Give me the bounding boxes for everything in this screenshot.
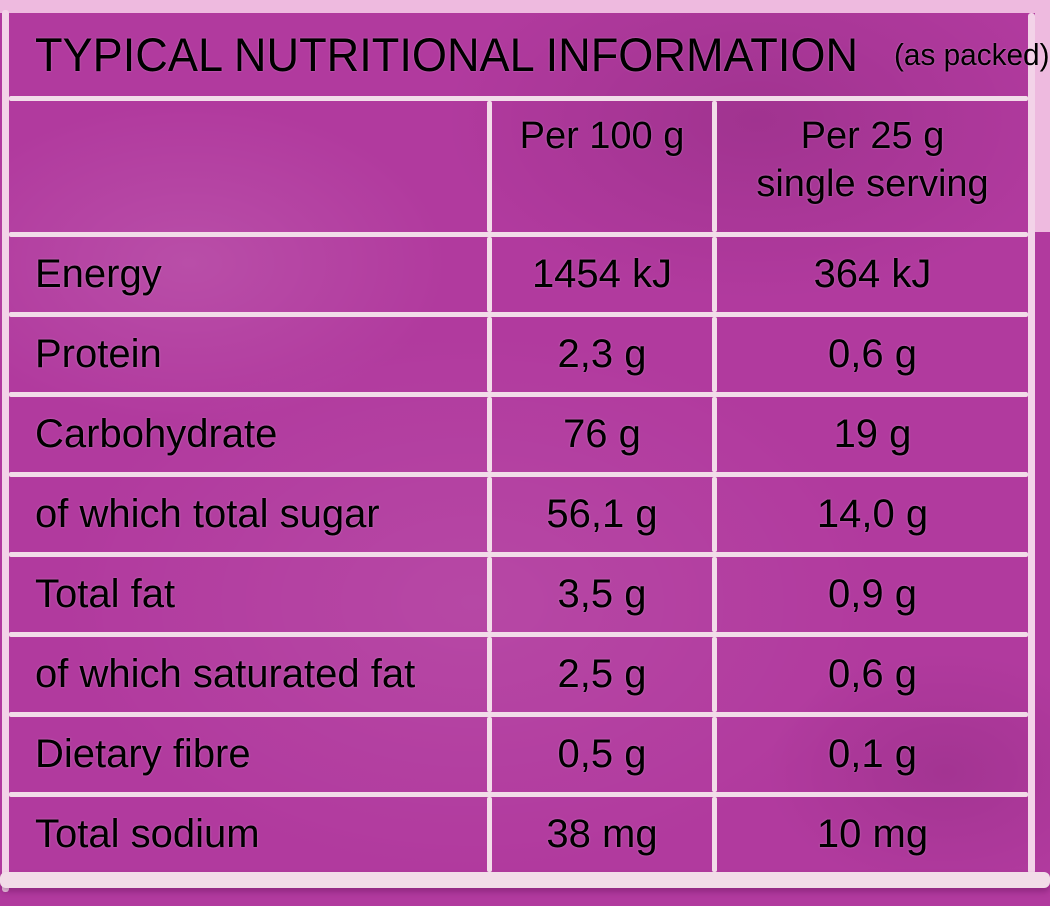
row-value-per100: 3,5 g	[557, 572, 647, 616]
grid-line-vertical	[712, 237, 717, 312]
package-top-edge	[0, 0, 1050, 13]
header-per-25g-line2: single serving	[756, 162, 989, 205]
table-row-total-sodium: Total sodium 38 mg 10 mg	[9, 797, 1028, 872]
table-row-protein: Protein 2,3 g 0,6 g	[9, 317, 1028, 392]
grid-line-horizontal	[9, 392, 1028, 397]
header-per-100g: Per 100 g	[492, 101, 712, 232]
grid-line-vertical	[712, 317, 717, 392]
row-label: Total fat	[35, 572, 176, 616]
grid-line-vertical	[712, 477, 717, 552]
row-label: Carbohydrate	[35, 412, 278, 456]
row-value-per100: 0,5 g	[557, 732, 647, 776]
header-per-100g-text: Per 100 g	[519, 115, 685, 157]
grid-line-horizontal	[9, 792, 1028, 797]
grid-line-vertical	[712, 397, 717, 472]
grid-line-vertical	[487, 717, 492, 792]
nutrition-table: TYPICAL NUTRITIONAL INFORMATION (as pack…	[9, 13, 1050, 872]
row-value-per100: 2,3 g	[557, 332, 647, 376]
grid-line-vertical	[712, 717, 717, 792]
table-row-dietary-fibre: Dietary fibre 0,5 g 0,1 g	[9, 717, 1028, 792]
row-label: Energy	[35, 252, 162, 296]
table-right-border	[1028, 13, 1035, 874]
grid-line-vertical	[487, 797, 492, 872]
row-value-per100: 2,5 g	[557, 652, 647, 696]
package-right-edge	[1035, 0, 1050, 232]
row-value-per25: 0,6 g	[828, 652, 917, 696]
label-panel	[0, 13, 1050, 906]
grid-line-vertical	[712, 637, 717, 712]
grid-line-vertical	[487, 317, 492, 392]
table-row-total-sugar: of which total sugar 56,1 g 14,0 g	[9, 477, 1028, 552]
row-value-per25: 0,9 g	[828, 572, 917, 616]
header-per-25g-line1: Per 25 g	[800, 115, 945, 157]
row-label: of which total sugar	[35, 492, 380, 536]
header-empty-cell	[9, 101, 487, 232]
grid-line-vertical	[487, 557, 492, 632]
grid-line-vertical	[487, 397, 492, 472]
grid-line-vertical	[712, 557, 717, 632]
row-label: Total sodium	[35, 812, 260, 856]
grid-line-horizontal	[9, 312, 1028, 317]
row-value-per100: 76 g	[563, 412, 641, 456]
grid-line-horizontal	[9, 96, 1028, 101]
grid-line-horizontal	[9, 712, 1028, 717]
table-row-saturated-fat: of which saturated fat 2,5 g 0,6 g	[9, 637, 1028, 712]
row-value-per25: 364 kJ	[813, 252, 932, 296]
grid-line-horizontal	[9, 232, 1028, 237]
row-value-per100: 38 mg	[546, 812, 658, 856]
grid-line-vertical	[487, 637, 492, 712]
table-row-energy: Energy 1454 kJ 364 kJ	[9, 237, 1028, 312]
grid-line-vertical	[712, 101, 717, 232]
table-row-total-fat: Total fat 3,5 g 0,9 g	[9, 557, 1028, 632]
row-label: of which saturated fat	[35, 652, 416, 696]
row-value-per25: 0,6 g	[828, 332, 917, 376]
grid-line-vertical	[487, 237, 492, 312]
row-value-per100: 56,1 g	[546, 492, 658, 536]
table-bottom-border	[0, 872, 1050, 888]
row-value-per25: 10 mg	[816, 812, 929, 856]
header-per-25g: Per 25 g single serving	[717, 101, 1028, 232]
row-value-per100: 1454 kJ	[531, 252, 673, 296]
grid-line-vertical	[487, 477, 492, 552]
grid-line-vertical	[487, 101, 492, 232]
row-value-per25: 0,1 g	[828, 732, 917, 776]
table-left-border	[2, 10, 9, 892]
grid-line-horizontal	[9, 552, 1028, 557]
table-title-suffix: (as packed)	[894, 36, 1050, 72]
grid-line-vertical	[712, 797, 717, 872]
row-label: Protein	[35, 332, 162, 376]
table-title-bar: TYPICAL NUTRITIONAL INFORMATION (as pack…	[9, 13, 1050, 96]
table-header-row: Per 100 g Per 25 g single serving	[9, 101, 1028, 232]
row-label: Dietary fibre	[35, 732, 251, 776]
row-value-per25: 14,0 g	[816, 492, 929, 536]
grid-line-horizontal	[9, 472, 1028, 477]
table-row-carbohydrate: Carbohydrate 76 g 19 g	[9, 397, 1028, 472]
table-title: TYPICAL NUTRITIONAL INFORMATION	[35, 28, 859, 81]
grid-line-horizontal	[9, 632, 1028, 637]
row-value-per25: 19 g	[833, 412, 912, 456]
